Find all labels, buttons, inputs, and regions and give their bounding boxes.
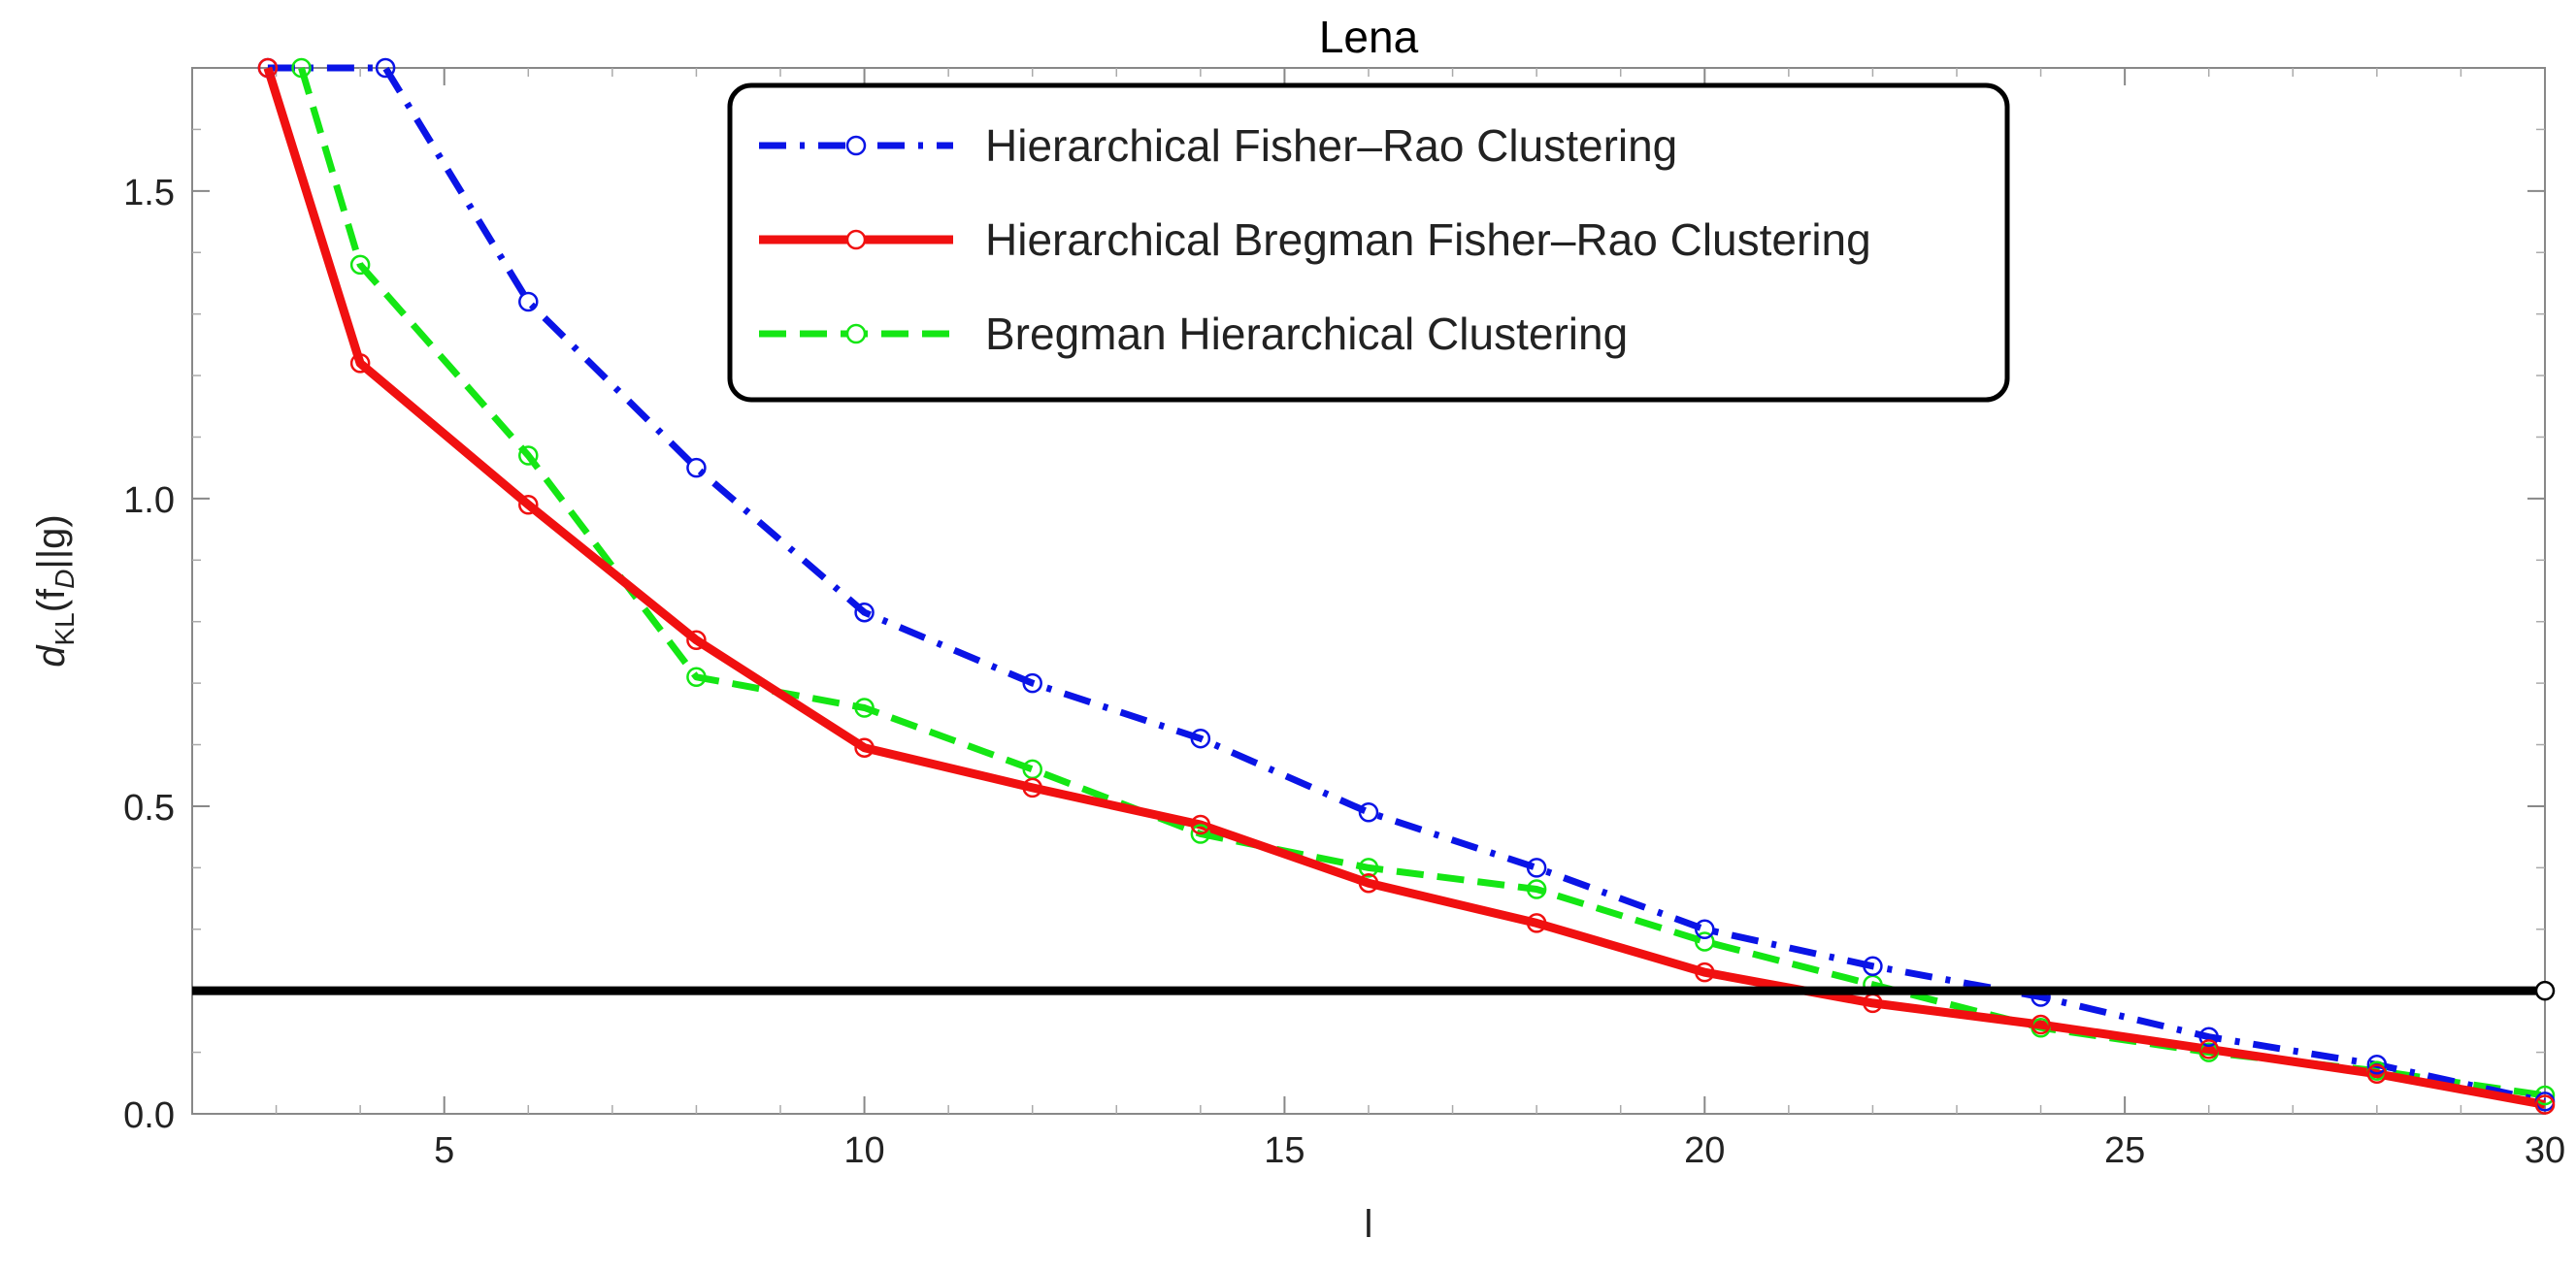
y-tick-label: 1.0 (123, 480, 175, 521)
series-1-point (1695, 961, 1715, 983)
series-2-point (686, 667, 707, 688)
legend-label-bregman: Bregman Hierarchical Clustering (985, 309, 1628, 359)
series-1-point (349, 353, 371, 374)
series-2-point (2534, 1085, 2556, 1106)
legend: Hierarchical Fisher–Rao Clustering Hiera… (727, 82, 2010, 403)
y-axis-label-arg: (f (30, 588, 73, 612)
legend-label-fisher-rao: Hierarchical Fisher–Rao Clustering (985, 120, 1677, 171)
series-2-point (1526, 879, 1547, 899)
x-tick-label: 30 (2525, 1130, 2565, 1171)
series-2-point (854, 698, 875, 718)
series-1-point (854, 737, 875, 758)
series-1-point (2198, 1039, 2219, 1059)
x-tick-label: 5 (434, 1130, 454, 1171)
series-0-point (375, 57, 396, 79)
legend-label-bregman-fisher-rao: Hierarchical Bregman Fisher–Rao Clusteri… (985, 214, 1871, 265)
series-1-point (257, 57, 279, 79)
series-0-point (1526, 858, 1547, 878)
legend-entries (759, 135, 953, 344)
y-tick-label: 1.5 (123, 173, 175, 213)
series-1-point (1022, 777, 1042, 798)
axis-ticks: 5 10 15 20 25 30 0.0 0.5 1.0 1.5 (123, 68, 2565, 1171)
series-0-point (1695, 919, 1715, 940)
x-tick-label: 10 (843, 1130, 884, 1171)
series-2-point (518, 445, 539, 466)
series-1-point (1526, 913, 1547, 933)
series-1-point (686, 630, 707, 650)
series-1-point (2366, 1063, 2388, 1085)
x-tick-label: 20 (1684, 1130, 1725, 1171)
series-0-point (2198, 1027, 2219, 1047)
y-tick-label: 0.5 (123, 788, 175, 829)
x-tick-label: 15 (1264, 1130, 1305, 1171)
series-2-point (1190, 824, 1211, 844)
series-line-0 (267, 64, 2546, 1105)
series-1-point (1358, 872, 1379, 894)
series-1-point (2534, 1094, 2556, 1115)
y-axis-label: dKL(fD||g) (30, 514, 80, 668)
series-1-point (518, 494, 539, 515)
reference-layer (192, 980, 2556, 1001)
series-2-point (291, 57, 312, 79)
series-0-point (854, 602, 875, 623)
series-1-point (1190, 814, 1211, 835)
x-axis-label: l (1365, 1203, 1373, 1246)
series-2-point (1695, 931, 1715, 952)
legend-marker-1 (845, 229, 867, 250)
series-0-point (2366, 1055, 2388, 1075)
y-axis-label-arg-sub: D (50, 570, 80, 589)
series-0-point (1863, 956, 1883, 977)
y-tick-label: 0.0 (123, 1095, 175, 1136)
series-1-point (2031, 1014, 2051, 1035)
y-axis-label-arg-end: ||g) (30, 514, 73, 569)
chart-title: Lena (1319, 12, 1419, 62)
series-2-point (349, 254, 371, 276)
series-0-point (1022, 672, 1042, 694)
series-0-point (518, 291, 539, 312)
legend-box (727, 82, 2010, 403)
reference-line-marker (2534, 980, 2556, 1001)
y-axis-label-sub: KL (50, 612, 80, 645)
series-2-point (1358, 858, 1379, 878)
y-axis-label-main: d (30, 644, 73, 668)
series-line-1 (263, 66, 2546, 1109)
series-0-point (686, 457, 707, 478)
series-layer (257, 57, 2556, 1115)
series-0-point (1358, 802, 1379, 823)
legend-marker-2 (845, 323, 867, 344)
legend-marker-0 (845, 135, 867, 156)
x-tick-label: 25 (2104, 1130, 2145, 1171)
series-0-point (1190, 728, 1211, 749)
